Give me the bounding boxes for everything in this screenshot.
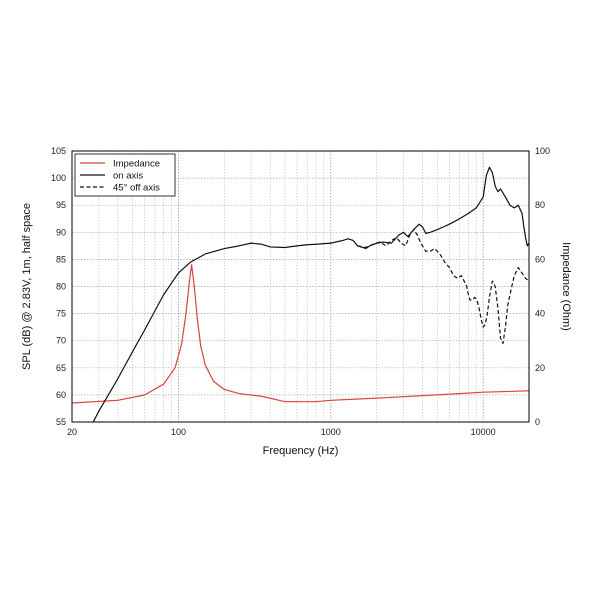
legend-label: 45° off axis: [113, 183, 160, 194]
x-tick-label: 1000: [321, 427, 341, 437]
series-group: [72, 166, 529, 422]
y-tick-label: 85: [56, 254, 66, 264]
plot-frame: [71, 150, 530, 423]
y2-tick-label: 80: [535, 200, 545, 210]
legend-label: Impedance: [113, 159, 160, 170]
legend-label: on axis: [113, 171, 143, 182]
y-tick-label: 95: [56, 200, 66, 210]
x-tick-label: 10000: [471, 427, 496, 437]
y-tick-label: 65: [56, 363, 66, 373]
y2-tick-label: 40: [535, 309, 545, 319]
y-tick-label: 105: [51, 146, 66, 156]
y-tick-label: 55: [56, 417, 66, 427]
y-axis-title: SPL (dB) @ 2.83V, 1m, half space: [21, 203, 33, 370]
y-tick-label: 60: [56, 390, 66, 400]
y-tick-label: 100: [51, 173, 66, 183]
y2-axis-title: Impedance (Ohm): [560, 242, 572, 331]
y-tick-label: 70: [56, 336, 66, 346]
series-line-on-axis: [92, 166, 529, 422]
y-tick-label: 90: [56, 227, 66, 237]
x-tick-label: 100: [171, 427, 186, 437]
y2-tick-labels: 0 20 40 60 80 100: [535, 146, 550, 427]
x-tick-label: 20: [67, 427, 77, 437]
x-tick-labels: 20 100 1000 10000: [67, 427, 496, 437]
y-tick-label: 75: [56, 309, 66, 319]
y-tick-label: 80: [56, 282, 66, 292]
y2-tick-label: 0: [535, 417, 540, 427]
y2-tick-label: 60: [535, 254, 545, 264]
y2-tick-label: 100: [535, 146, 550, 156]
series-lines: [72, 166, 529, 422]
series-line-impedance: [72, 264, 529, 404]
y-tick-labels: 55 60 65 70 75 80 85 90 95 100 105: [51, 146, 66, 427]
y2-tick-label: 20: [535, 363, 545, 373]
series-line-45-off-axis: [357, 228, 529, 345]
x-axis-title: Frequency (Hz): [263, 445, 339, 457]
